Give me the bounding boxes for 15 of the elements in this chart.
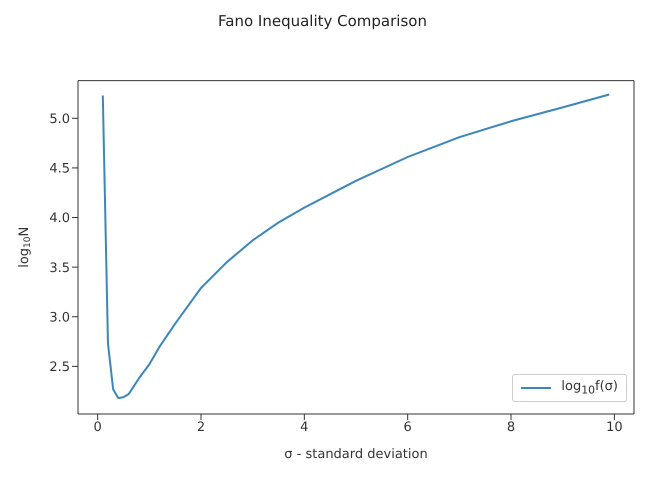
y-tick-label: 4.0 xyxy=(49,211,70,226)
x-tick-label: 0 xyxy=(93,420,102,436)
x-tick-label: 8 xyxy=(506,420,516,436)
y-tick-label: 4.5 xyxy=(49,162,70,177)
x-axis-title: σ - standard deviation xyxy=(284,447,428,462)
x-tick-label: 4 xyxy=(300,420,308,436)
y-tick-label: 3.0 xyxy=(49,310,70,326)
y-tick-label: 2.5 xyxy=(49,360,70,375)
chart-title: Fano Inequality Comparison xyxy=(217,11,428,32)
y-tick-label: 3.5 xyxy=(49,260,70,276)
legend-label: log$_{10}$f(σ) xyxy=(561,379,618,397)
x-tick-label: 10 xyxy=(606,420,623,436)
x-tick-label: 6 xyxy=(404,420,412,436)
x-tick-label: 2 xyxy=(196,420,206,436)
y-tick-label: 5.0 xyxy=(49,112,70,127)
